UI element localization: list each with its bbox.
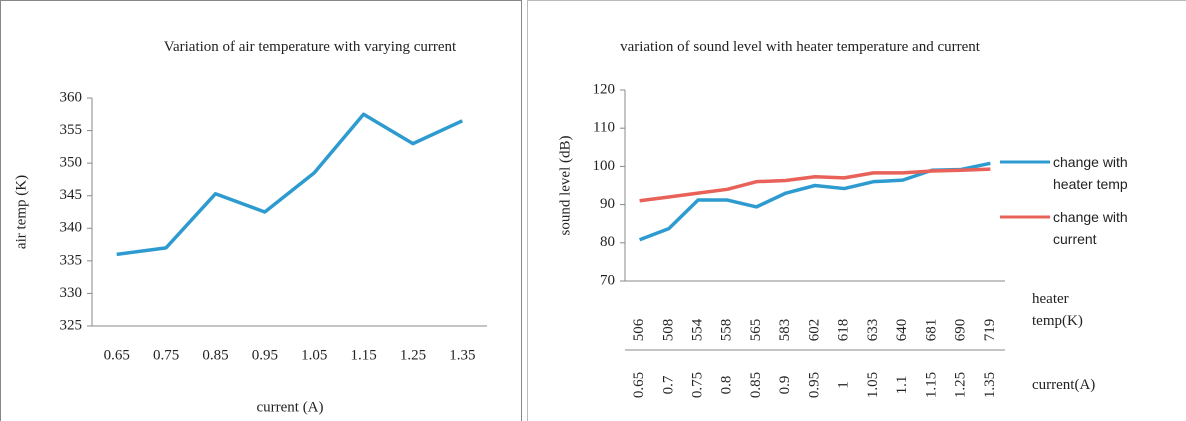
x-tick-label: 640 [894,319,910,342]
x-tick-label: 0.95 [252,347,278,363]
x2-tick-label: 1.25 [953,372,969,398]
y-tick-label: 325 [60,317,83,333]
y-tick-label: 80 [600,234,615,250]
y-tick-label: 360 [60,89,83,105]
x2-tick-label: 0.9 [777,376,793,395]
x2-tick-label: 0.85 [748,372,764,398]
x-tick-label: 1.35 [449,347,475,363]
x2-tick-label: 1.1 [894,376,910,395]
y-tick-label: 70 [600,272,615,288]
x2-tick-label: 0.7 [660,375,676,394]
y-tick-label: 355 [60,122,83,138]
y-tick-label: 345 [60,187,83,203]
x2-tick-label: 0.95 [806,372,822,398]
x-tick-label: 0.85 [202,347,228,363]
y-tick-label: 335 [60,252,83,268]
chart-title: variation of sound level with heater tem… [620,39,980,55]
x-tick-label: 554 [690,318,706,341]
x-tick-label: 690 [953,319,969,342]
x-tick-label: 1.15 [350,347,376,363]
x2-tick-label: 0.8 [719,376,735,395]
y-axis-label: air temp (K) [13,175,29,249]
x-axis-label: heater temp(K) [1032,291,1083,329]
y-tick-label: 110 [593,120,615,136]
x-tick-label: 508 [660,319,676,342]
x-tick-label: 0.75 [153,347,179,363]
x-tick-label: 719 [982,319,998,342]
y-tick-label: 120 [593,81,616,97]
x-tick-label: 602 [806,319,822,342]
series-line [116,112,464,257]
legend-label: change with current [1053,209,1128,247]
x2-axis-label: current(A) [1032,377,1096,393]
chart-title: Variation of air temperature with varyin… [163,39,457,55]
x2-tick-label: 0.65 [631,372,647,398]
x-tick-label: 565 [748,319,764,342]
x-tick-label: 681 [923,319,939,342]
x-tick-label: 618 [836,319,852,342]
left-panel [0,0,522,421]
series-line [639,167,991,203]
legend-label: change with heater temp [1053,154,1128,192]
y-tick-label: 340 [60,220,83,236]
series-line [638,161,991,242]
y-tick-label: 90 [600,196,615,212]
x2-tick-label: 1 [836,381,852,389]
x2-tick-label: 1.15 [923,372,939,398]
x-tick-label: 558 [719,319,735,342]
x-tick-label: 1.25 [400,347,426,363]
right-panel [527,0,1186,421]
y-tick-label: 100 [593,158,616,174]
y-axis-label: sound level (dB) [557,136,573,236]
x-tick-label: 633 [865,319,881,342]
y-tick-label: 330 [60,285,83,301]
x2-tick-label: 1.05 [865,372,881,398]
x-tick-label: 506 [631,318,647,341]
x-tick-label: 0.65 [104,347,130,363]
y-tick-label: 350 [60,155,83,171]
x-tick-label: 583 [777,319,793,342]
x-axis-label: current (A) [256,399,323,415]
x2-tick-label: 0.75 [690,372,706,398]
x-tick-label: 1.05 [301,347,327,363]
x2-tick-label: 1.35 [982,372,998,398]
